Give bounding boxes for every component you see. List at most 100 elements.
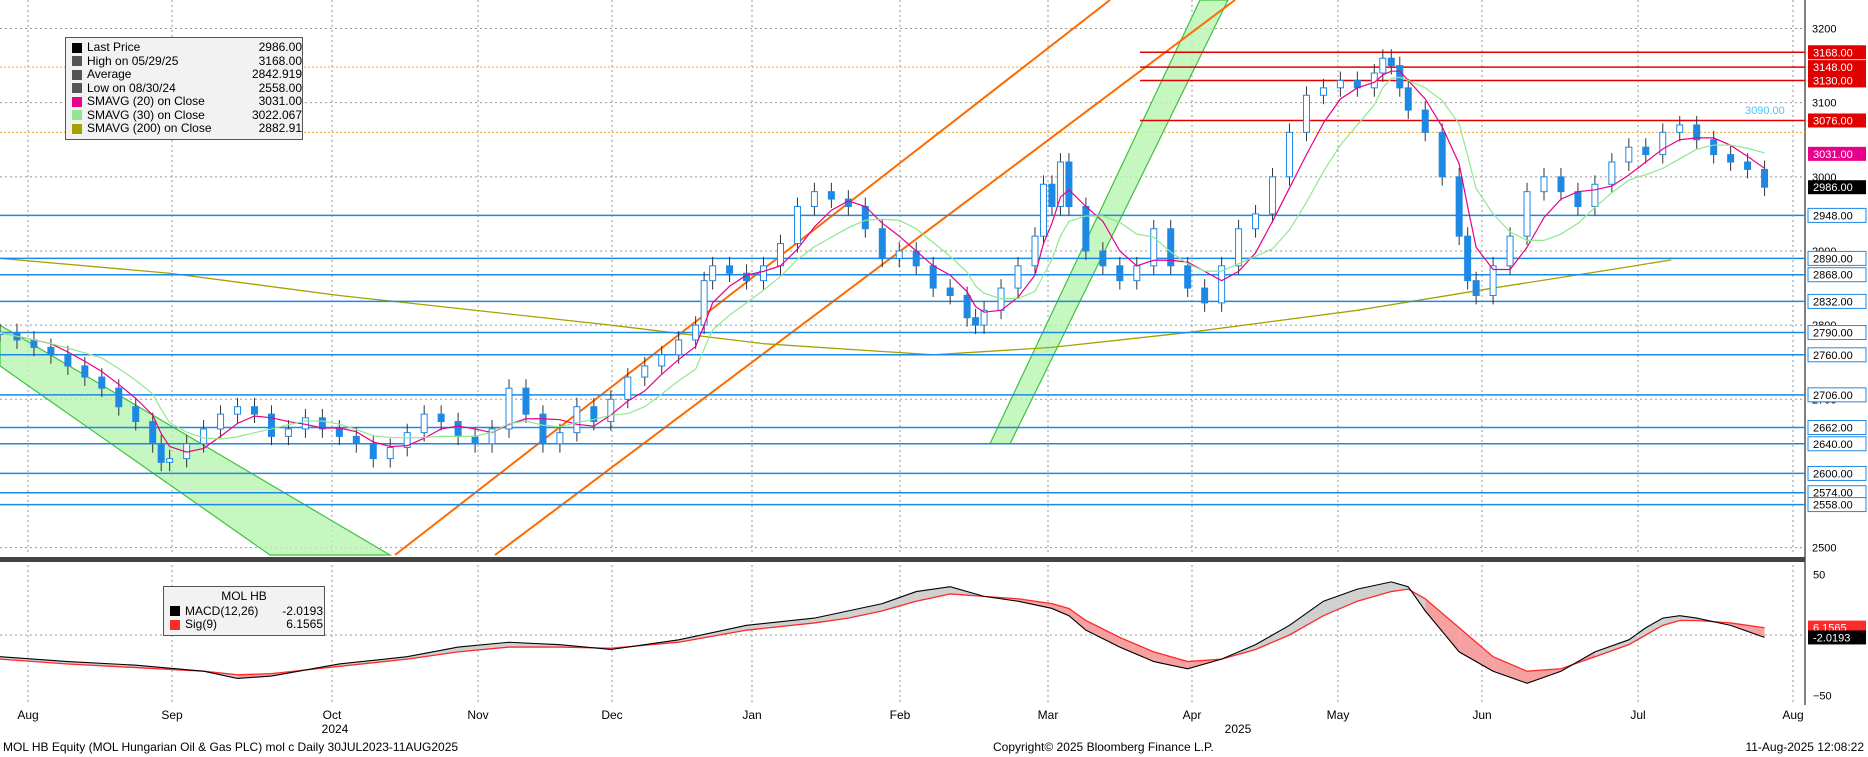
candle-body	[1048, 183, 1056, 207]
candle-body	[47, 346, 55, 356]
candle-body	[844, 198, 852, 207]
legend-swatch	[72, 42, 82, 53]
level-label: 3130.00	[1813, 75, 1853, 87]
candle-body	[1455, 176, 1463, 237]
x-month-label: Sep	[161, 708, 183, 722]
legend-swatch	[72, 69, 82, 80]
candle-body	[1082, 205, 1090, 252]
level-label: 2868.00	[1813, 270, 1853, 282]
legend-value: 3022.067	[251, 107, 302, 122]
candle-body	[157, 443, 165, 463]
x-month-label: Nov	[467, 708, 488, 722]
macd-histogram-area	[1679, 615, 1697, 621]
candle-body	[963, 294, 971, 319]
macd-legend-entry: Sig(9) 6.1565	[164, 617, 324, 632]
x-month-label: Jul	[1630, 708, 1645, 722]
candle-body	[760, 265, 768, 282]
candle-body	[1302, 94, 1310, 133]
candle-body	[827, 191, 835, 200]
candle-body	[556, 432, 564, 445]
macd-histogram-area	[1628, 627, 1646, 645]
candle-body	[1099, 250, 1107, 267]
macd-line	[0, 581, 1765, 684]
level-label-box	[1807, 465, 1867, 481]
legend-label: Average	[87, 67, 132, 81]
candle-body	[1150, 228, 1158, 267]
legend-label: Low on 08/30/24	[87, 80, 176, 95]
candle-body	[641, 365, 649, 378]
level-label: 2600.00	[1813, 468, 1853, 480]
trend-line-upper	[394, 0, 1111, 556]
legend-swatch	[170, 606, 180, 617]
candle-body	[217, 413, 225, 430]
level-label-box	[1807, 387, 1867, 403]
candle-body	[1540, 176, 1548, 193]
candle-body	[1744, 161, 1752, 170]
candle-body	[1404, 87, 1412, 111]
candle-body	[726, 265, 734, 274]
candle-body	[1184, 265, 1192, 289]
price-legend: Last Price 2986.00 High on 05/29/25 3168.00…	[65, 37, 303, 140]
x-month-label: Feb	[890, 708, 911, 722]
macd-histogram-area	[1289, 601, 1324, 635]
candle-body	[454, 421, 462, 437]
candle-body	[1693, 124, 1701, 141]
candle-body	[1065, 161, 1073, 207]
level-label-box	[1807, 497, 1867, 513]
x-month-label: Aug	[1782, 708, 1803, 722]
level-label: 2574.00	[1813, 488, 1853, 500]
x-month-label: Jan	[742, 708, 761, 722]
macd-histogram-area	[407, 647, 459, 660]
macd-tick-label: 50	[1813, 570, 1825, 582]
legend-entry: SMAVG (30) on Close 3022.067	[66, 107, 302, 123]
level-label: 3076.00	[1813, 115, 1853, 127]
candle-body	[1608, 161, 1616, 185]
right-price-label: 3031.00	[1813, 149, 1853, 161]
level-label: 2948.00	[1813, 210, 1853, 222]
candle-body	[98, 376, 106, 389]
candle-body	[64, 354, 72, 367]
candle-body	[1659, 131, 1667, 156]
macd-histogram-area	[1085, 620, 1120, 648]
right-price-label-box	[1808, 146, 1866, 161]
candle-body	[1133, 265, 1141, 282]
candle-body	[132, 406, 140, 423]
candle-body	[318, 417, 326, 430]
down-channel	[0, 324, 393, 556]
x-month-label: Jun	[1472, 708, 1491, 722]
candle-body	[1574, 191, 1582, 207]
candle-body	[1625, 146, 1633, 163]
macd-histogram-area	[1662, 615, 1680, 626]
legend-entry: Average 2842.919	[66, 67, 302, 82]
x-month-label: May	[1327, 708, 1350, 722]
candle-body	[200, 428, 208, 445]
candle-body	[929, 265, 937, 289]
trend-line-lower	[494, 0, 1236, 556]
candle-body	[437, 413, 445, 423]
macd-histogram-area	[1068, 608, 1086, 631]
legend-value: 2986.00	[258, 40, 302, 54]
legend-value: -2.0193	[282, 603, 323, 618]
macd-right-label: -2.0193	[1813, 632, 1850, 644]
candle-body	[166, 458, 174, 463]
candle-body	[1557, 176, 1565, 193]
y-tick-label: 3200	[1812, 24, 1836, 36]
candle-body	[810, 191, 818, 207]
level-label-box	[1807, 207, 1867, 223]
candle-body	[149, 421, 157, 445]
level-label: 2832.00	[1813, 296, 1853, 308]
candle-body	[793, 205, 801, 245]
candle-body	[420, 413, 428, 434]
candle-body	[1039, 183, 1047, 237]
candle-body	[624, 376, 632, 400]
legend-value: 2842.919	[251, 67, 302, 81]
macd-histogram-area	[1051, 603, 1069, 616]
x-month-label: Aug	[17, 708, 38, 722]
level-label: 2640.00	[1813, 439, 1853, 451]
candle-body	[946, 287, 954, 296]
candle-body	[1014, 265, 1022, 289]
candle-body	[1591, 183, 1599, 207]
macd-right-label-box	[1808, 630, 1866, 645]
footer-left: MOL HB Equity (MOL Hungarian Oil & Gas P…	[3, 740, 459, 754]
